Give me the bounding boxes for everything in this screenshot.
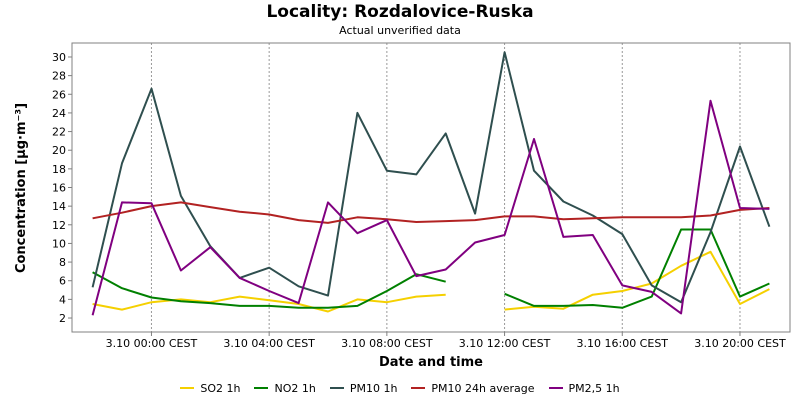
legend-item: NO2 1h: [254, 381, 316, 395]
y-tick-label: 28: [52, 70, 66, 83]
y-tick-label: 20: [52, 144, 66, 157]
y-tick-label: 24: [52, 107, 66, 120]
legend-swatch: [329, 387, 344, 389]
series-line-2: [91, 51, 771, 304]
y-tick-label: 4: [59, 293, 66, 306]
legend-label: PM2,5 1h: [568, 381, 620, 395]
legend-swatch: [180, 387, 195, 389]
gridlines: [150, 43, 741, 332]
series-line-3: [92, 201, 770, 224]
chart-subtitle: Actual unverified data: [339, 24, 461, 37]
plot-area-border: [71, 42, 791, 333]
y-tick-label: 30: [52, 51, 66, 64]
y-tick-label: 16: [52, 182, 66, 195]
x-tick-label: 3.10 00:00 CEST: [106, 337, 198, 350]
y-axis-label: Concentration [µg·m⁻³]: [14, 103, 29, 273]
legend-swatch: [254, 387, 269, 389]
x-axis: 3.10 00:00 CEST 3.10 04:00 CEST 3.10 08:00…: [106, 332, 786, 350]
legend-label: PM10 24h average: [431, 381, 535, 395]
legend-label: PM10 1h: [349, 381, 398, 395]
x-tick-label: 3.10 20:00 CEST: [694, 337, 786, 350]
chart-legend: SO2 1h NO2 1h PM10 1h PM10 24h average PM2,5…: [0, 380, 800, 396]
legend-item: SO2 1h: [180, 382, 240, 395]
y-tick-label: 8: [59, 256, 66, 269]
series-lines: [91, 51, 771, 316]
y-tick-label: 6: [59, 275, 66, 288]
y-tick-label: 10: [52, 237, 66, 250]
y-tick-label: 26: [52, 88, 66, 101]
x-tick-label: 3.10 12:00 CEST: [459, 337, 551, 350]
legend-item: PM2,5 1h: [548, 381, 620, 395]
x-tick-label: 3.10 16:00 CEST: [577, 337, 669, 350]
series-line-1: [92, 228, 770, 309]
x-tick-label: 3.10 04:00 CEST: [223, 337, 315, 350]
y-tick-label: 22: [52, 126, 66, 139]
x-tick-label: 3.10 08:00 CEST: [341, 337, 433, 350]
y-tick-label: 18: [52, 163, 66, 176]
legend-label: SO2 1h: [200, 381, 241, 395]
chart-title: Locality: Rozdalovice-Ruska: [266, 2, 534, 22]
x-axis-label: Date and time: [379, 355, 483, 370]
y-tick-label: 2: [59, 312, 66, 325]
y-tick-label: 14: [52, 200, 66, 213]
y-tick-label: 12: [52, 219, 66, 232]
series-line-0: [92, 250, 770, 313]
series-line-4: [91, 99, 770, 316]
legend-item: PM10 24h average: [411, 381, 535, 395]
legend-swatch: [548, 387, 563, 389]
legend-label: NO2 1h: [274, 381, 316, 395]
legend-item: PM10 1h: [329, 381, 398, 395]
legend-swatch: [411, 387, 426, 389]
